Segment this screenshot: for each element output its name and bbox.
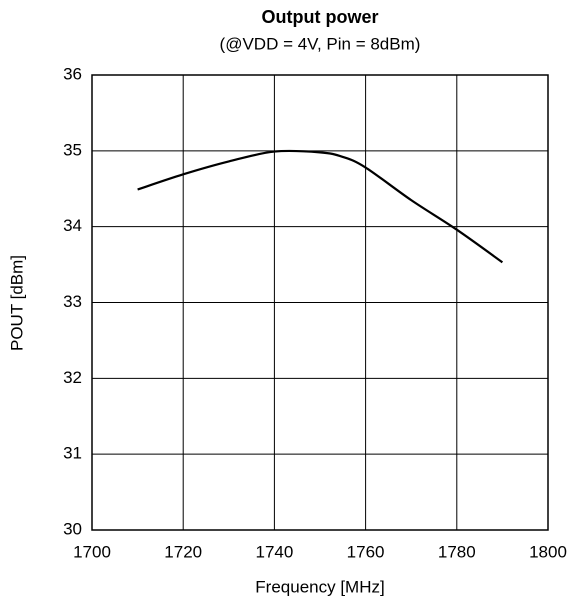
x-tick-label: 1700 <box>73 542 111 561</box>
y-tick-label: 35 <box>63 140 82 159</box>
data-line <box>137 149 504 264</box>
y-tick-label: 30 <box>63 519 82 538</box>
y-tick-label: 32 <box>63 368 82 387</box>
y-tick-label: 36 <box>63 64 82 83</box>
x-tick-label: 1800 <box>529 542 567 561</box>
x-tick-label: 1720 <box>164 542 202 561</box>
y-tick-label: 34 <box>63 216 82 235</box>
x-tick-label: 1780 <box>438 542 476 561</box>
x-axis-label: Frequency [MHz] <box>255 577 384 596</box>
chart-subtitle: (@VDD = 4V, Pin = 8dBm) <box>220 34 421 53</box>
x-tick-label: 1760 <box>347 542 385 561</box>
chart-title: Output power <box>262 7 379 27</box>
x-tick-label: 1740 <box>255 542 293 561</box>
y-tick-label: 31 <box>63 444 82 463</box>
plot-frame <box>91 74 549 531</box>
y-tick-label: 33 <box>63 292 82 311</box>
y-axis-label: POUT [dBm] <box>7 255 26 351</box>
